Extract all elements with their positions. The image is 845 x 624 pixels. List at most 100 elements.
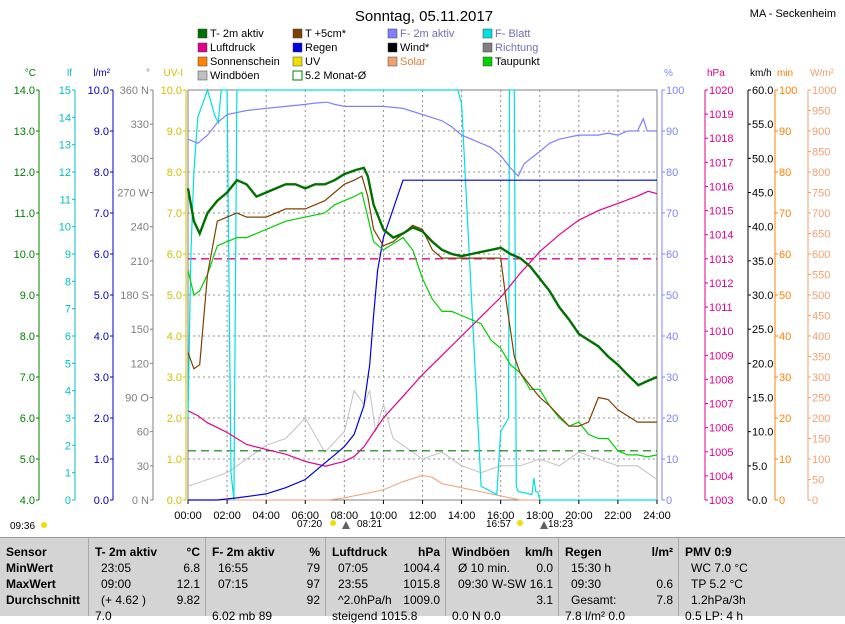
stats-cell-value: W-SW 16.1 <box>491 577 553 591</box>
stats-column-f-2m-aktiv: F- 2m aktiv% 16:55 79 07:15 97 92 6.02 mb 89 <box>205 538 326 623</box>
axis-left-tick-label: 9.0 <box>94 126 109 138</box>
axis-right-tick-label: 60.0 <box>752 85 773 97</box>
stats-cell-value: 1009.0 <box>403 593 440 607</box>
stats-cell-value: 7.8 <box>656 593 673 607</box>
axis-left-tick-label: 15 <box>59 85 71 97</box>
axis-left-tick-label: 5.0 <box>167 290 182 302</box>
stats-cell-row: 3.1 <box>452 592 553 608</box>
stats-header: Luftdruck hPa <box>332 544 440 560</box>
legend-luftdruck-label: Luftdruck <box>210 42 256 54</box>
sunrise-time: 07:20 <box>297 519 322 530</box>
stats-cell-row: 09:00 12.1 <box>95 576 200 592</box>
axis-right-tick-label: 1005 <box>709 447 733 459</box>
axis-right-tick-label: 600 <box>812 249 830 261</box>
axis-right-tick-label: 40 <box>779 331 791 343</box>
axis-left-tick-label: 120 <box>131 358 149 370</box>
stats-cell-extra: 0.5 LP: 4 h <box>685 609 744 623</box>
stats-row-label: MinWert <box>6 560 82 576</box>
axis-right-tick-label: 45.0 <box>752 188 773 200</box>
stats-row-label-text: MaxWert <box>6 577 56 591</box>
axis-right-tick-label: 300 <box>812 372 830 384</box>
stats-cell-label: 16:55 <box>218 561 249 575</box>
series-regen-line <box>188 179 657 501</box>
axis-right-tick-label: 650 <box>812 229 830 241</box>
series-f-2m-aktiv-line <box>187 101 657 178</box>
axis-right-tick-label: 25.0 <box>752 324 773 336</box>
stats-cell-row: 09:30 W-SW 16.1 <box>452 576 553 592</box>
axis-right-tick-label: 1013 <box>709 254 733 266</box>
stats-header-unit: hPa <box>417 545 440 559</box>
stats-header-unit: °C <box>186 545 200 559</box>
axis-right-tick-label: 1010 <box>709 326 733 338</box>
axis-left-tick-label: 3.0 <box>167 372 182 384</box>
legend-f-2m-aktiv-swatch <box>387 28 398 39</box>
axis-right-tick-label: 80 <box>779 167 791 179</box>
legend-richtung-swatch <box>482 42 493 53</box>
axis-left-uv-i-unit: UV-I <box>164 68 183 79</box>
axis-left-tick-label: 6.0 <box>94 249 109 261</box>
axis-right-tick-label: 10 <box>666 454 678 466</box>
x-axis: 00:00 02:00 04:00 06:00 08:00 10:00 12:00 14:00… <box>174 500 671 522</box>
axis-left-tick-label: 4 <box>65 386 71 398</box>
stats-cell-row: 23:05 6.8 <box>95 560 200 576</box>
axis-right-tick-label: 550 <box>812 270 830 282</box>
stats-cell-value: 1015.8 <box>403 577 440 591</box>
axis-left-tick-label: 300 <box>131 153 149 165</box>
axis-left-tick-label: 1 <box>65 468 71 480</box>
axis-right-tick-label: 1020 <box>709 85 733 97</box>
x-axis-tick-label: 08:00 <box>331 510 359 522</box>
axis-left--unit: ° <box>146 68 150 79</box>
legend-f-2m-aktiv-label: F- 2m aktiv <box>400 28 455 40</box>
series-solar-line <box>188 474 657 501</box>
stats-header: T- 2m aktiv °C <box>95 544 200 560</box>
stats-cell-label: 23:55 <box>338 577 369 591</box>
axis-right-tick-label: 30 <box>666 372 678 384</box>
legend-5-2-monat-swatch <box>292 70 303 81</box>
legend-t-2m-aktiv-label: T- 2m aktiv <box>210 28 264 40</box>
stats-cell-row: WC 7.0 °C <box>685 560 793 576</box>
axis-right-tick-label: 35.0 <box>752 256 773 268</box>
stats-cell-row: 23:55 1015.8 <box>332 576 440 592</box>
axis-left-c-unit: °C <box>25 68 36 79</box>
stats-cell-label: 1.2hPa/3h <box>691 593 746 607</box>
axis-right-tick-label: 20 <box>666 413 678 425</box>
x-axis-tick-label: 06:00 <box>291 510 319 522</box>
stats-cell-label: 09:00 <box>101 577 132 591</box>
stats-cell-row: 1.2hPa/3h <box>685 592 793 608</box>
axis-right-tick-label: 750 <box>812 188 830 200</box>
stats-cell-extra: 0.0 N 0.0 <box>452 609 501 623</box>
stats-header-unit: l/m² <box>651 545 673 559</box>
legend-solar-label: Solar <box>400 56 426 68</box>
axis-right-tick-label: 50 <box>666 290 678 302</box>
x-axis-tick-label: 18:00 <box>526 510 554 522</box>
stats-cell-value: 0.0 <box>536 561 553 575</box>
stats-cell-value: 97 <box>306 577 320 591</box>
axis-right-tick-label: 500 <box>812 290 830 302</box>
stats-cell-row: Gesamt: 7.8 <box>565 592 673 608</box>
stats-cell-label: Gesamt: <box>571 593 617 607</box>
legend-sonnenschein-label: Sonnenschein <box>210 56 280 68</box>
stats-row-label: Durchschnitt <box>6 592 82 608</box>
axis-right-tick-label: 100 <box>779 85 797 97</box>
axis-left-tick-label: 6.0 <box>167 249 182 261</box>
axis-left-tick-label: 13.0 <box>14 126 35 138</box>
axis-left-l-m-unit: l/m² <box>93 68 110 79</box>
sun-icon <box>41 522 47 528</box>
axis-left-tick-label: 14.0 <box>14 85 35 97</box>
axis-right-tick-label: 350 <box>812 352 830 364</box>
axis-right-tick-label: 50.0 <box>752 153 773 165</box>
x-axis-tick-label: 22:00 <box>604 510 632 522</box>
x-axis-tick-label: 12:00 <box>409 510 437 522</box>
axis-left-tick-label: 0.0 <box>167 495 182 507</box>
axis-left-tick-label: 7.0 <box>94 208 109 220</box>
legend-sonnenschein-swatch <box>197 56 208 67</box>
axis-right--unit: % <box>664 68 673 79</box>
axis-left-tick-label: 90 O <box>125 393 149 405</box>
stats-header-title: Regen <box>565 545 602 559</box>
axis-left-tick-label: 10.0 <box>88 85 109 97</box>
legend-uv-swatch <box>292 56 303 67</box>
stats-header-title: F- 2m aktiv <box>212 545 275 559</box>
axis-left-tick-label: 9 <box>65 249 71 261</box>
stats-cell-label: (+ 4.62 ) <box>101 593 147 607</box>
axis-right-tick-label: 700 <box>812 208 830 220</box>
